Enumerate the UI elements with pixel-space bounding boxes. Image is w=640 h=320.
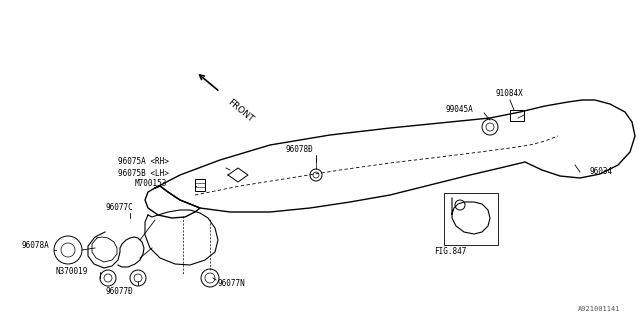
Text: 96075B <LH>: 96075B <LH>	[118, 169, 169, 178]
Text: 96078A: 96078A	[22, 242, 50, 251]
Text: FRONT: FRONT	[226, 98, 255, 124]
Text: FIG.847: FIG.847	[434, 247, 466, 257]
Text: N370019: N370019	[55, 268, 88, 276]
Text: 96077Đ: 96077Đ	[105, 287, 132, 297]
Text: 96034: 96034	[590, 167, 613, 177]
Text: 96075A <RH>: 96075A <RH>	[118, 157, 169, 166]
Text: 96077C: 96077C	[105, 204, 132, 212]
Text: M700153: M700153	[135, 180, 168, 188]
Text: 96077N: 96077N	[218, 278, 246, 287]
Text: 91084X: 91084X	[495, 89, 523, 98]
Text: 96078Đ: 96078Đ	[285, 146, 313, 155]
Text: A921001141: A921001141	[577, 306, 620, 312]
Text: 99045A: 99045A	[445, 106, 473, 115]
